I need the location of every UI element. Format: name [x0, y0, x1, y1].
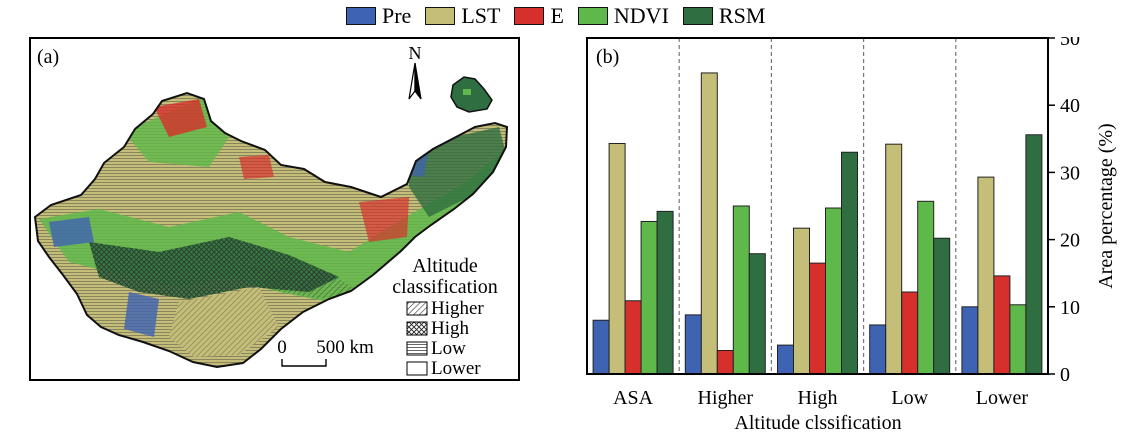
bar-rsm-high	[841, 151, 858, 375]
legend-swatch	[346, 7, 376, 25]
lower-swatch-icon	[406, 361, 428, 376]
bar-e-lower	[993, 275, 1011, 375]
group-separators	[678, 38, 957, 374]
y-tick-label: 10	[1060, 297, 1080, 319]
x-tick-label: Low	[891, 387, 928, 409]
legend-swatch	[425, 7, 456, 25]
legend-swatch	[577, 7, 608, 25]
bar-pre-low	[869, 324, 887, 375]
x-tick-label: Lower	[976, 387, 1029, 409]
y-tick-label: 20	[1060, 230, 1080, 252]
legend-swatch	[514, 7, 545, 25]
bar-pre-high	[777, 344, 794, 375]
legend-item-lst: LST	[425, 5, 500, 27]
inset-region	[450, 76, 493, 113]
bar-rsm-low	[933, 237, 951, 375]
bar-e-low	[901, 291, 919, 375]
x-tick-label: ASA	[613, 387, 654, 409]
bar-ndvi-lower	[1009, 304, 1027, 375]
bar-pre-asa	[592, 319, 610, 375]
y-tick-label: 50	[1060, 37, 1080, 50]
legend-label: LST	[461, 3, 501, 28]
north-label: N	[409, 43, 422, 63]
bar-rsm-higher	[748, 253, 766, 375]
y-tick-label: 40	[1060, 95, 1080, 117]
chart-panel-label: (b)	[596, 46, 619, 68]
bar-ndvi-asa	[640, 220, 658, 375]
y-tick-label: 30	[1060, 162, 1080, 184]
altitude-item-lower: Lower	[431, 358, 481, 379]
bar-lst-high	[793, 227, 810, 375]
bar-lst-higher	[700, 72, 718, 375]
bar-ndvi-low	[917, 200, 935, 375]
bar-e-higher	[716, 349, 734, 375]
bar-e-high	[809, 262, 826, 375]
region-outline	[33, 91, 509, 369]
higher-swatch-icon	[406, 301, 428, 316]
altitude-item-high: High	[431, 318, 470, 339]
scale-line	[281, 359, 327, 367]
bar-ndvi-high	[825, 207, 842, 375]
scale-bar: 0 500 km	[277, 337, 374, 367]
altitude-item-low: Low	[431, 338, 466, 359]
legend-item-rsm: RSM	[682, 3, 766, 28]
chart-legend: Pre LST E NDVI RSM	[346, 3, 779, 29]
low-swatch-icon	[406, 341, 428, 356]
bar-rsm-asa	[656, 210, 674, 375]
plot-frame	[586, 37, 1049, 375]
bar-ndvi-higher	[732, 205, 750, 375]
x-axis-title: Altitude clssification	[734, 412, 901, 434]
scale-label: 500 km	[316, 337, 374, 358]
bar-pre-lower	[961, 306, 979, 375]
scale-zero: 0	[277, 337, 287, 358]
north-arrow: N	[408, 43, 422, 100]
y-axis: 0 10 20 30 40 50	[1048, 37, 1080, 386]
map-panel-label: (a)	[37, 46, 59, 68]
legend-label: E	[550, 3, 564, 28]
bar-rsm-lower	[1025, 134, 1043, 375]
bar-lst-low	[885, 143, 903, 375]
altitude-legend: Altitude classification Higher High Low …	[392, 255, 498, 379]
bar-pre-higher	[684, 314, 702, 375]
legend-label: RSM	[718, 3, 766, 28]
legend-item-pre: Pre	[346, 5, 411, 27]
inset-detail	[463, 89, 471, 95]
x-tick-label: Higher	[698, 387, 754, 409]
north-arrow-right-icon	[414, 62, 422, 100]
altitude-legend-title-2: classification	[392, 276, 498, 298]
legend-item-e: E	[514, 3, 564, 28]
map-panel: (a) N 0 500 km Altitude classification H…	[29, 37, 520, 381]
bar-e-asa	[624, 300, 642, 375]
x-axis: ASA Higher High Low Lower	[613, 387, 1028, 409]
y-tick-label: 0	[1060, 364, 1070, 386]
legend-label: NDVI	[613, 3, 669, 28]
bars	[592, 72, 1043, 375]
altitude-legend-title-1: Altitude	[412, 255, 478, 277]
bar-chart: 0 10 20 30 40 50 ASA Higher High Low Lower (b) Al…	[586, 37, 1117, 434]
legend-item-ndvi: NDVI	[577, 3, 669, 28]
bar-lst-lower	[977, 176, 995, 375]
high-swatch-icon	[406, 321, 428, 336]
bar-lst-asa	[608, 143, 626, 375]
legend-swatch	[682, 7, 713, 25]
y-axis-title: Area percentage (%)	[1095, 123, 1117, 288]
legend-label: Pre	[382, 3, 412, 28]
x-tick-label: High	[798, 387, 838, 409]
altitude-item-higher: Higher	[431, 298, 484, 319]
